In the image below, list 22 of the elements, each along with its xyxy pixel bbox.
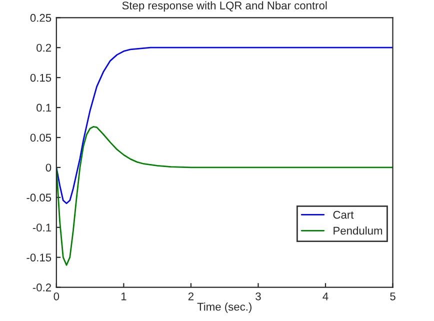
x-tick-label: 0	[54, 292, 60, 300]
line-series	[56, 126, 393, 266]
chart-title: Step response with LQR and Nbar control	[122, 1, 327, 12]
x-tick-label: 5	[390, 292, 396, 300]
y-tick-label: 0	[46, 164, 52, 172]
y-tick-label: 0.1	[36, 104, 52, 112]
y-tick-label: -0.1	[32, 224, 52, 232]
x-axis-title: Time (sec.)	[197, 302, 252, 313]
line-series	[56, 46, 393, 204]
legend-label: Cart	[333, 210, 354, 219]
y-tick-label: 0.15	[30, 74, 52, 82]
y-tick-label: -0.15	[26, 254, 52, 262]
y-tick-label: -0.05	[26, 194, 52, 202]
x-tick-label: 1	[121, 292, 126, 300]
x-tick-label: 3	[256, 292, 261, 300]
x-tick-label: 4	[322, 292, 328, 300]
x-tick-label: 2	[188, 292, 194, 300]
y-tick-label: 0.2	[36, 44, 51, 52]
y-tick-label: 0.25	[30, 14, 52, 22]
y-tick-label: 0.05	[30, 134, 52, 142]
legend-label: Pendulum	[334, 226, 382, 235]
y-tick-label: -0.2	[32, 284, 52, 292]
